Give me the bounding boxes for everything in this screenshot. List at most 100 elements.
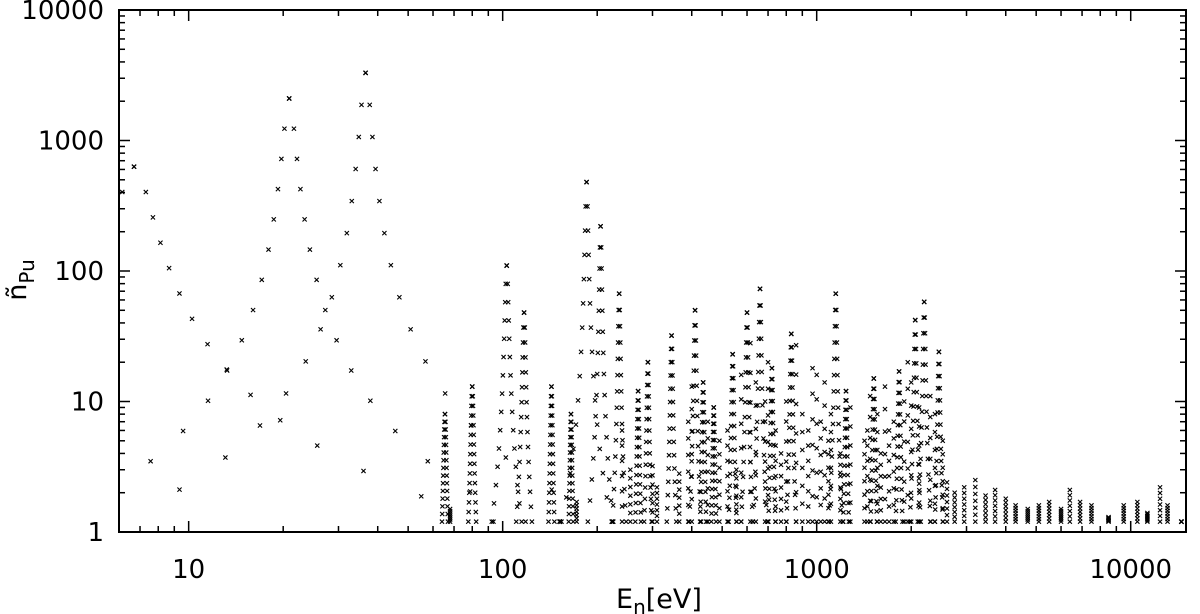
data-point-1197: [891, 469, 897, 475]
data-point-516: [713, 502, 719, 508]
x-axis-label-sub: n: [633, 595, 646, 614]
data-point-1060: [778, 450, 784, 456]
data-point-1337: [1067, 503, 1073, 509]
data-point-1180: [882, 519, 888, 525]
data-point-166: [505, 281, 511, 287]
data-point-575: [739, 504, 745, 510]
data-point-1150: [862, 451, 868, 457]
data-point-281: [580, 300, 586, 306]
data-point-782: [872, 406, 878, 412]
data-point-679: [791, 438, 797, 444]
data-point-177: [526, 474, 532, 480]
data-point-1119: [825, 492, 831, 498]
data-point-1035: [762, 479, 768, 485]
data-point-1087: [805, 443, 811, 449]
data-point-1192: [886, 443, 892, 449]
data-point-1289: [992, 498, 998, 504]
data-point-847: [912, 332, 918, 338]
data-point-81: [439, 503, 445, 509]
data-point-1203: [901, 479, 907, 485]
data-point-34: [266, 247, 271, 253]
data-point-772: [872, 457, 878, 463]
data-point-563: [731, 399, 737, 405]
data-point-879: [922, 315, 928, 321]
data-point-845: [911, 346, 917, 352]
data-point-363: [637, 491, 643, 497]
data-point-1155: [864, 473, 870, 479]
data-point-426: [666, 466, 672, 471]
data-point-743: [844, 453, 850, 459]
data-point-708: [836, 437, 842, 443]
data-point-758: [843, 388, 849, 394]
data-point-1102: [814, 372, 820, 378]
data-point-1240: [932, 447, 938, 453]
data-point-1194: [891, 519, 897, 525]
data-point-341: [614, 388, 620, 394]
data-point-910: [936, 361, 942, 367]
data-point-1016: [738, 421, 744, 427]
data-point-121: [471, 461, 477, 467]
data-point-412: [646, 382, 652, 388]
data-point-714: [835, 388, 841, 394]
data-point-1171: [874, 429, 880, 435]
data-point-956: [654, 519, 660, 525]
data-point-220: [550, 432, 556, 438]
data-point-453: [688, 488, 694, 494]
data-point-1050: [773, 473, 779, 479]
data-point-1133: [837, 496, 843, 502]
data-point-987: [705, 469, 711, 475]
data-point-355: [616, 291, 622, 297]
data-point-311: [600, 350, 606, 356]
data-point-263: [558, 519, 564, 525]
data-point-1296: [1003, 503, 1009, 509]
data-point-249: [569, 457, 575, 463]
data-point-1232: [927, 456, 933, 462]
data-point-597: [743, 339, 749, 345]
data-point-1072: [793, 401, 799, 407]
data-point-1284: [983, 493, 989, 499]
data-point-866: [919, 409, 925, 415]
data-point-250: [567, 450, 573, 456]
data-point-227: [548, 393, 554, 399]
data-point-329: [611, 486, 617, 492]
data-point-1074: [793, 342, 799, 348]
data-point-462: [695, 428, 701, 434]
data-point-703: [828, 470, 834, 476]
data-point-55: [442, 390, 448, 396]
data-point-566: [729, 375, 735, 381]
data-point-1104: [818, 502, 824, 508]
data-point-1092: [810, 442, 816, 448]
data-point-1160: [867, 498, 873, 504]
data-point-202: [551, 519, 557, 525]
data-point-656: [770, 409, 776, 415]
data-point-1375: [1134, 499, 1140, 505]
x-axis-label: En[eV]: [616, 584, 702, 614]
data-point-752: [842, 407, 848, 413]
data-point-934: [574, 499, 580, 505]
data-point-440: [668, 372, 674, 378]
data-point-271: [573, 422, 579, 428]
data-point-1195: [891, 502, 897, 508]
data-point-941: [619, 427, 625, 433]
data-point-1184: [882, 429, 888, 435]
data-point-1017: [738, 396, 744, 402]
data-point-257: [569, 427, 574, 432]
data-point-113: [473, 499, 478, 505]
data-point-600: [745, 325, 751, 331]
data-point-583: [741, 444, 747, 450]
data-point-1276: [972, 484, 978, 490]
data-point-480: [697, 519, 703, 525]
data-point-979: [689, 474, 695, 480]
data-point-142: [516, 500, 522, 506]
data-point-152: [509, 409, 515, 415]
data-point-397: [643, 462, 649, 468]
data-point-170: [513, 519, 519, 525]
data-point-1275: [972, 491, 978, 497]
data-point-846: [913, 346, 919, 352]
data-point-1319: [1036, 502, 1042, 508]
data-point-1368: [1121, 502, 1127, 508]
data-point-1001: [725, 473, 731, 479]
data-point-350: [617, 323, 623, 329]
data-point-631: [758, 302, 764, 308]
data-point-677: [791, 452, 797, 458]
